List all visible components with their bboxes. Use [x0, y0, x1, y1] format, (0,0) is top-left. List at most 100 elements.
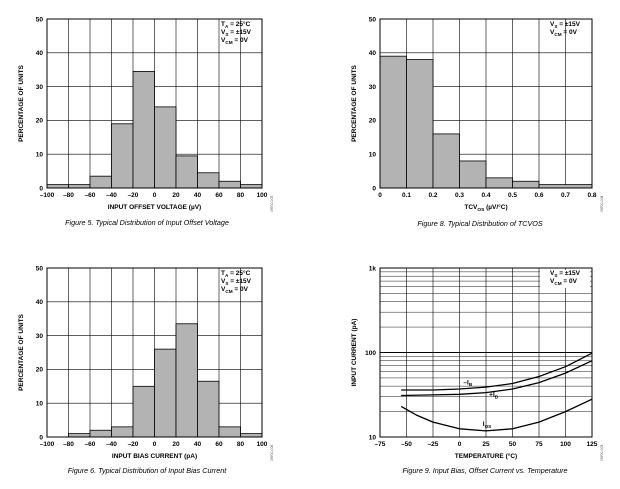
- x-axis-label: TCVOS (µV/°C): [464, 203, 507, 213]
- y-tick-label: 50: [369, 16, 377, 23]
- chart-fig9: –IB +IB IOS 10 100 1k –75 –50 –25 0 25 50 75 100 125 TE…: [351, 265, 604, 475]
- bar: [175, 155, 198, 189]
- y-axis-label: PERCENTAGE OF UNITS: [18, 64, 25, 141]
- x-tick-label: 25: [482, 441, 490, 448]
- series-label: +IB: [489, 392, 499, 400]
- bar: [46, 184, 69, 189]
- y-tick-label: 30: [36, 84, 44, 91]
- y-tick-label: 20: [369, 118, 377, 125]
- x-tick-label: 100: [257, 441, 268, 448]
- y-tick-label: 30: [369, 84, 377, 91]
- y-tick-label: 0: [39, 434, 43, 441]
- plot-frame: [379, 267, 593, 438]
- chart-fig6: 0 10 20 30 40 50 –100 –80 –60 –40 –20 0 20 40 60 80 100 I…: [18, 265, 274, 475]
- figure-code: 09700-005: [270, 196, 274, 212]
- x-tick-label: 125: [587, 441, 598, 448]
- x-tick-label: 0.4: [481, 192, 490, 199]
- bar: [111, 123, 134, 189]
- condition-label: VCM = 0V: [221, 286, 249, 294]
- x-tick-label: 0.8: [587, 192, 596, 199]
- x-tick-label: 0.5: [508, 192, 517, 199]
- y-tick-label: 0: [39, 185, 43, 192]
- y-tick-label: 10: [369, 152, 377, 159]
- plot-frame: [46, 18, 263, 189]
- series-line: [400, 398, 593, 432]
- condition-label: VCM = 0V: [550, 29, 578, 37]
- bar: [89, 429, 112, 438]
- figure-caption: Figure 5. Typical Distribution of Input …: [65, 218, 229, 227]
- bar: [197, 380, 220, 438]
- x-tick-label: 20: [172, 192, 180, 199]
- bar: [512, 180, 540, 189]
- x-tick-label: –100: [40, 192, 55, 199]
- x-tick-label: 0: [153, 192, 157, 199]
- x-tick-label: –40: [106, 192, 117, 199]
- y-axis-label: PERCENTAGE OF UNITS: [18, 313, 25, 390]
- condition-label: VCM = 0V: [550, 278, 578, 286]
- figure-code: 09700-008: [600, 196, 604, 212]
- figure-code: 09700-009: [600, 445, 604, 461]
- plot-frame: [46, 267, 263, 438]
- bar: [68, 184, 91, 189]
- x-tick-label: –60: [85, 441, 96, 448]
- figure-caption: Figure 6. Typical Distribution of Input …: [68, 466, 227, 475]
- bar: [175, 323, 198, 438]
- bar: [538, 184, 593, 189]
- bar: [379, 55, 407, 189]
- x-tick-label: 0.6: [534, 192, 543, 199]
- x-tick-label: 0.2: [428, 192, 437, 199]
- series-label: –IB: [463, 379, 472, 387]
- x-tick-label: –60: [85, 192, 96, 199]
- y-tick-label: 30: [36, 333, 44, 340]
- x-tick-label: 0: [153, 441, 157, 448]
- condition-label: VS = ±15V: [550, 21, 581, 29]
- condition-label: VCM = 0V: [221, 37, 249, 45]
- series-label: IOS: [483, 421, 492, 429]
- y-tick-label: 50: [36, 16, 44, 23]
- y-tick-label: 50: [36, 265, 44, 272]
- x-tick-label: 50: [509, 441, 517, 448]
- x-tick-label: 80: [237, 441, 245, 448]
- bar: [240, 184, 263, 189]
- x-axis-label: INPUT OFFSET VOLTAGE (µV): [108, 204, 201, 211]
- x-tick-label: –25: [428, 441, 439, 448]
- bar: [459, 160, 487, 189]
- x-tick-label: –80: [63, 192, 74, 199]
- bar: [240, 433, 263, 438]
- y-tick-label: 20: [36, 118, 44, 125]
- x-tick-label: 100: [257, 192, 268, 199]
- bar: [432, 133, 460, 189]
- x-tick-label: –100: [40, 441, 55, 448]
- condition-box: [540, 270, 590, 288]
- x-tick-label: 0.3: [455, 192, 464, 199]
- x-tick-label: 80: [237, 192, 245, 199]
- x-tick-label: –20: [128, 192, 139, 199]
- x-tick-label: 60: [215, 192, 223, 199]
- bar: [68, 433, 91, 438]
- x-tick-label: –40: [106, 441, 117, 448]
- condition-label: TA = 25°C: [221, 269, 251, 278]
- x-tick-label: 0: [458, 441, 462, 448]
- x-tick-label: 75: [535, 441, 543, 448]
- condition-label: VS = ±15V: [221, 29, 252, 37]
- x-tick-label: 40: [194, 192, 202, 199]
- bar: [485, 177, 513, 189]
- y-tick-label: 40: [36, 299, 44, 306]
- bar: [197, 172, 220, 189]
- y-tick-label: 20: [36, 367, 44, 374]
- y-tick-label: 10: [36, 152, 44, 159]
- figure-code: 09700-006: [270, 445, 274, 461]
- x-tick-label: 20: [172, 441, 180, 448]
- x-tick-label: 0: [378, 192, 382, 199]
- bar: [111, 426, 134, 438]
- x-tick-label: 100: [560, 441, 571, 448]
- y-tick-label: 1k: [369, 265, 377, 272]
- x-tick-label: –80: [63, 441, 74, 448]
- condition-label: TA = 25°C: [221, 20, 251, 29]
- y-tick-label: 40: [36, 50, 44, 57]
- x-axis-label: INPUT BIAS CURRENT (pA): [112, 453, 197, 460]
- bar: [218, 180, 241, 189]
- chart-fig5: 0 10 20 30 40 50 –100 –80 –60 –40 –20 0 20 40 60 80 100 I…: [18, 16, 274, 227]
- y-tick-label: 0: [372, 185, 376, 192]
